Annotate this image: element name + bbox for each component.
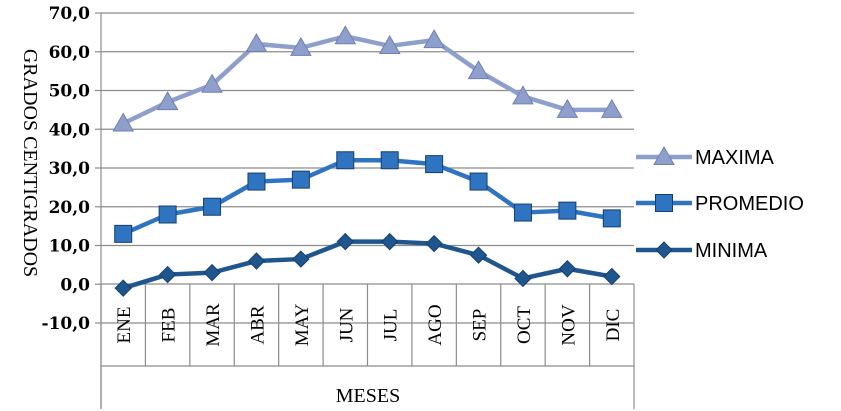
data-point	[247, 252, 266, 270]
series-line	[122, 239, 613, 291]
x-tick-label: JUN	[336, 307, 357, 342]
data-point	[425, 234, 443, 253]
grid-lines	[101, 12, 634, 324]
data-point	[245, 32, 268, 52]
legend-swatch-marker	[653, 145, 675, 165]
data-point	[158, 205, 177, 224]
y-tick-label: 30,0	[49, 159, 91, 179]
x-tick-label: JUL	[381, 309, 402, 342]
x-tick-labels: ENE FEB MAR ABR MAY JUN JUL AGO SEP OCT NOV DIC	[114, 303, 624, 347]
x-axis-title: MESES	[336, 385, 400, 407]
legend-label: MINIMA	[695, 240, 768, 262]
data-point	[378, 34, 401, 54]
y-axis-title: GRADOS CENTIGRADOS	[19, 49, 41, 277]
series-minima	[114, 232, 621, 297]
series-lines	[112, 25, 623, 297]
data-point	[380, 151, 399, 170]
legend-swatch-marker	[655, 194, 673, 212]
x-tick-label: MAR	[203, 303, 224, 347]
y-tick-label: 40,0	[49, 120, 91, 140]
data-point	[203, 197, 222, 216]
data-point	[558, 201, 577, 220]
data-point	[156, 91, 179, 111]
data-point	[114, 224, 133, 243]
data-point	[203, 263, 221, 282]
data-point	[469, 246, 488, 264]
data-point	[158, 265, 177, 284]
y-tick-label: 70,0	[49, 4, 91, 24]
data-point	[336, 151, 355, 170]
legend-swatch-marker	[655, 241, 673, 259]
data-point	[558, 260, 577, 278]
data-point	[201, 73, 223, 93]
series-line	[122, 34, 612, 126]
legend: MAXIMA PROMEDIO MINIMA	[636, 145, 804, 262]
data-point	[469, 172, 488, 191]
data-point	[513, 203, 532, 222]
data-point	[292, 250, 310, 268]
data-point	[290, 36, 312, 56]
x-tick-label: SEP	[470, 309, 491, 342]
data-point	[467, 60, 490, 80]
data-point	[603, 267, 621, 286]
legend-label: MAXIMA	[695, 147, 775, 169]
data-point	[602, 209, 621, 228]
legend-item-maxima: MAXIMA	[636, 145, 775, 169]
data-point	[112, 112, 135, 132]
data-point	[114, 279, 132, 297]
y-tick-label: 60,0	[49, 43, 91, 63]
series-maxima	[112, 25, 623, 132]
data-point	[336, 232, 354, 251]
y-tick-labels: -10,0 0,0 10,0 20,0 30,0 40,0 50,0 60,0 70,0	[42, 4, 91, 334]
x-tick-label: MAY	[292, 303, 313, 346]
x-tick-label: OCT	[514, 306, 535, 344]
legend-item-promedio: PROMEDIO	[636, 193, 804, 215]
x-tick-label: FEB	[159, 308, 180, 343]
legend-label: PROMEDIO	[695, 193, 804, 215]
data-point	[556, 98, 579, 118]
legend-item-minima: MINIMA	[636, 240, 768, 262]
data-point	[247, 172, 266, 191]
y-tick-label: 20,0	[49, 198, 91, 218]
data-point	[512, 85, 534, 105]
y-tick-label: 50,0	[49, 82, 91, 102]
x-tick-label: NOV	[558, 304, 579, 345]
data-point	[291, 170, 310, 189]
x-tick-label: ABR	[247, 305, 268, 344]
axes	[95, 12, 635, 409]
series-line	[122, 158, 613, 236]
data-point	[334, 25, 357, 45]
y-tick-label: 0,0	[60, 275, 90, 295]
x-tick-label: AGO	[425, 304, 446, 345]
data-point	[423, 29, 445, 49]
y-tick-label: 10,0	[49, 237, 91, 257]
data-point	[381, 232, 399, 251]
data-point	[600, 98, 623, 118]
x-tick-label: DIC	[603, 309, 624, 342]
series-promedio	[114, 151, 621, 243]
data-point	[425, 155, 444, 174]
y-tick-label: -10,0	[42, 314, 91, 334]
x-tick-label: ENE	[114, 307, 135, 344]
data-point	[514, 269, 532, 288]
